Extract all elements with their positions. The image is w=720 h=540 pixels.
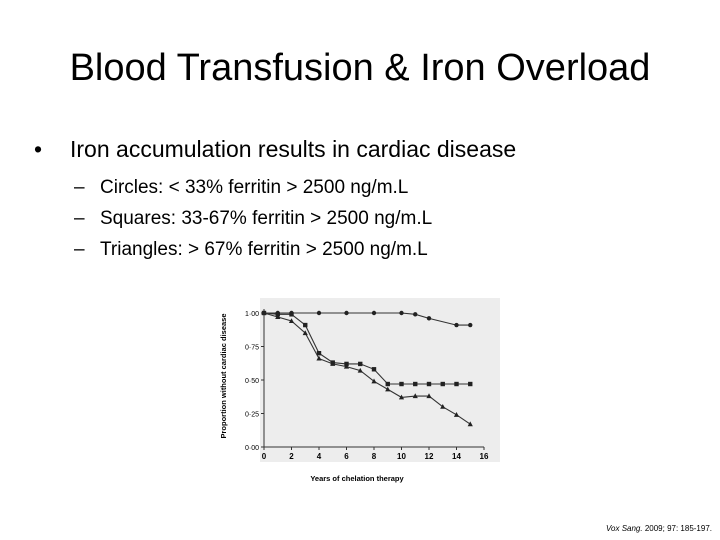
slide-title: Blood Transfusion & Iron Overload: [69, 47, 651, 89]
x-tick-label: 2: [289, 452, 294, 461]
circle-marker: [316, 310, 322, 316]
triangle-marker: [302, 330, 308, 336]
circle-marker: [371, 310, 377, 316]
triangle-marker: [357, 367, 363, 373]
x-tick-label: 0: [262, 452, 267, 461]
x-tick-label: 12: [425, 452, 434, 461]
plot-area: [260, 298, 500, 462]
sub-bullet-text: Triangles: > 67% ferritin > 2500 ng/m.L: [100, 239, 428, 260]
series-markers: [261, 310, 473, 427]
circle-marker: [468, 322, 473, 328]
square-marker: [399, 381, 404, 387]
survival-chart: 0 2 4 6 8 10 12 14 16 0·00 0·25 0·50 0·75 1·00 Years …: [212, 290, 502, 490]
triangle-marker: [371, 378, 377, 384]
square-marker: [316, 351, 322, 356]
sub-bullet-text: Squares: 33-67% ferritin > 2500 ng/m.L: [100, 208, 433, 229]
x-tick-label: 4: [317, 452, 322, 461]
circle-marker: [454, 322, 459, 328]
triangle-marker: [385, 386, 391, 392]
y-tick-label: 0·50: [245, 378, 259, 385]
x-tick-label: 14: [452, 452, 461, 461]
square-marker: [358, 361, 363, 367]
x-tick-label: 16: [480, 452, 489, 461]
circle-marker: [399, 310, 404, 316]
y-tick-label: 0·25: [245, 412, 259, 419]
circle-marker: [413, 312, 418, 317]
series-line-triangles: [263, 312, 471, 425]
triangle-marker: [343, 363, 350, 369]
sub-bullet-list: – Circles: < 33% ferritin > 2500 ng/m.L –…: [74, 172, 432, 265]
x-tick-label: 6: [344, 452, 349, 461]
square-marker: [454, 381, 459, 387]
circle-marker: [426, 316, 432, 321]
dash-symbol: –: [74, 177, 85, 198]
triangle-marker: [275, 314, 281, 320]
x-tick-label: 10: [397, 452, 406, 461]
sub-bullet-text: Circles: < 33% ferritin > 2500 ng/m.L: [100, 177, 409, 198]
y-tick-label: 0·75: [245, 345, 259, 352]
square-marker: [413, 381, 418, 387]
citation: Vox Sang. 2009; 97: 185-197.: [606, 524, 712, 534]
triangle-marker: [261, 310, 267, 315]
sub-bullet-triangles: – Triangles: > 67% ferritin > 2500 ng/m.L: [74, 234, 432, 265]
triangle-marker: [330, 361, 336, 366]
square-marker: [289, 312, 294, 317]
bullet-symbol: •: [34, 136, 43, 162]
citation-details: 2009; 97: 185-197.: [642, 524, 712, 533]
square-marker: [426, 381, 432, 387]
dash-symbol: –: [74, 239, 85, 260]
triangle-marker: [288, 318, 295, 324]
circle-marker: [344, 310, 349, 316]
triangle-marker: [453, 412, 460, 417]
y-axis-label: Proportion without cardiac disease: [219, 313, 228, 438]
sub-bullet-circles: – Circles: < 33% ferritin > 2500 ng/m.L: [74, 172, 432, 203]
main-bullet: • Iron accumulation results in cardiac di…: [34, 134, 516, 164]
x-axis-label: Years of chelation therapy: [310, 474, 404, 483]
survival-chart-svg: 0 2 4 6 8 10 12 14 16 0·00 0·25 0·50 0·75 1·00 Years …: [212, 290, 502, 490]
series-line-squares: [263, 312, 471, 385]
square-marker: [303, 322, 308, 328]
square-marker: [385, 381, 390, 387]
square-marker: [468, 381, 473, 387]
main-bullet-text: Iron accumulation results in cardiac dis…: [70, 136, 517, 162]
triangle-marker: [412, 393, 418, 399]
square-marker: [371, 367, 377, 372]
x-tick-label: 8: [372, 452, 377, 461]
y-tick-label: 1·00: [245, 311, 259, 318]
dash-symbol: –: [74, 208, 85, 229]
triangle-marker: [467, 421, 473, 427]
sub-bullet-squares: – Squares: 33-67% ferritin > 2500 ng/m.L: [74, 203, 432, 234]
citation-journal: Vox Sang.: [605, 524, 643, 533]
triangle-marker: [316, 355, 322, 361]
triangle-marker: [440, 404, 446, 409]
triangle-marker: [398, 394, 405, 400]
square-marker: [440, 381, 445, 387]
triangle-marker: [426, 393, 432, 399]
y-tick-label: 0·00: [245, 445, 259, 452]
